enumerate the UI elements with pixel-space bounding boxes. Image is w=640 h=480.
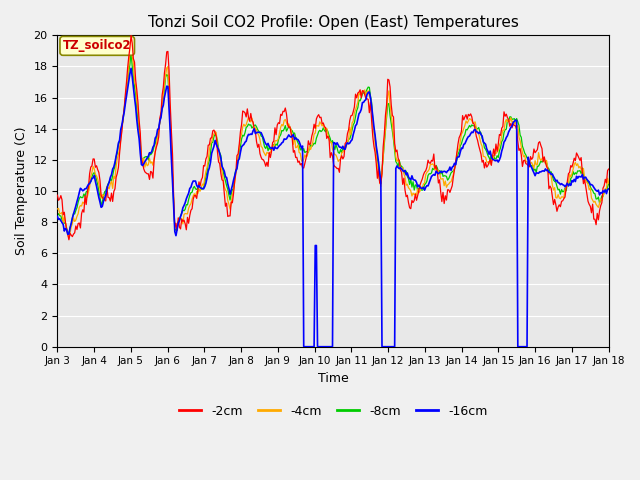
- Y-axis label: Soil Temperature (C): Soil Temperature (C): [15, 127, 28, 255]
- X-axis label: Time: Time: [317, 372, 348, 385]
- Legend: -2cm, -4cm, -8cm, -16cm: -2cm, -4cm, -8cm, -16cm: [173, 400, 493, 423]
- Title: Tonzi Soil CO2 Profile: Open (East) Temperatures: Tonzi Soil CO2 Profile: Open (East) Temp…: [148, 15, 518, 30]
- Text: TZ_soilco2: TZ_soilco2: [63, 39, 132, 52]
